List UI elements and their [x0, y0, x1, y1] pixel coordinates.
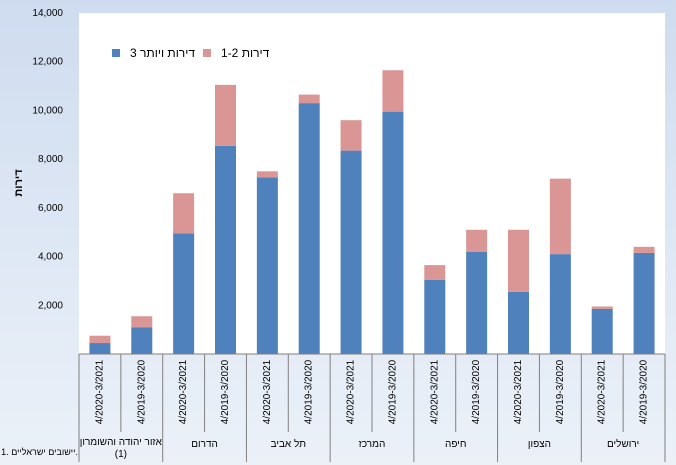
x-period-label: 4/2020-3/2021	[513, 359, 524, 424]
bar-segment-1-2	[549, 178, 571, 255]
bar-segment-1-2	[131, 316, 153, 328]
x-period-label: 4/2020-3/2021	[262, 359, 273, 424]
x-period-label: 4/2019-3/2020	[220, 359, 231, 424]
bar-segment-3plus	[549, 254, 571, 354]
y-tick-label: 6,000	[38, 203, 63, 214]
legend-swatch	[112, 49, 120, 57]
x-period-label: 4/2019-3/2020	[136, 359, 147, 424]
x-period-label: 4/2020-3/2021	[346, 359, 357, 424]
bar-segment-3plus	[633, 252, 655, 354]
bar-segment-3plus	[131, 327, 153, 354]
y-tick-label: 12,000	[32, 57, 63, 68]
bar-segment-1-2	[173, 193, 195, 234]
x-period-label: 4/2019-3/2020	[555, 359, 566, 424]
legend-swatch	[203, 49, 211, 57]
y-axis-label: דירות	[13, 169, 25, 197]
bar-segment-3plus	[591, 308, 613, 354]
bar-segment-1-2	[382, 70, 404, 112]
x-group-label: חיפה	[445, 439, 466, 450]
bar-segment-1-2	[89, 335, 111, 344]
x-group-label: הדרום	[191, 439, 218, 450]
bar-segment-3plus	[256, 177, 278, 354]
bar-segment-3plus	[508, 291, 529, 354]
bar-segment-3plus	[382, 111, 404, 355]
x-period-label: 4/2020-3/2021	[94, 359, 105, 424]
x-group-label: תל אביב	[271, 438, 307, 450]
bar-segment-1-2	[424, 265, 446, 280]
bar-segment-1-2	[256, 171, 278, 178]
x-period-label: 4/2019-3/2020	[639, 359, 650, 424]
bar-segment-1-2	[340, 120, 362, 151]
bar-segment-1-2	[633, 246, 655, 253]
x-group-label: (1)	[115, 449, 127, 460]
x-period-label: 4/2020-3/2021	[429, 359, 440, 424]
bar-segment-1-2	[591, 306, 613, 309]
bar-segment-1-2	[215, 84, 236, 146]
bar-segment-1-2	[466, 229, 488, 252]
y-tick-label: 4,000	[38, 252, 63, 263]
x-group-label: אזור יהודה והשומרון	[80, 437, 163, 448]
x-period-label: 4/2020-3/2021	[178, 359, 189, 424]
bar-segment-3plus	[298, 103, 320, 354]
y-tick-label: 8,000	[38, 154, 63, 165]
legend-label: 3 דירות ויותר	[130, 46, 195, 60]
bar-segment-3plus	[424, 279, 446, 354]
y-tick-label: 2,000	[38, 300, 63, 311]
bar-segment-3plus	[173, 233, 195, 354]
bar-segment-1-2	[508, 229, 529, 292]
x-period-label: 4/2019-3/2020	[304, 359, 315, 424]
bar-segment-3plus	[340, 150, 362, 354]
footnote: 1. יישובים ישראליים.	[1, 447, 78, 457]
plot-area	[79, 13, 665, 354]
bar-segment-3plus	[89, 343, 111, 354]
y-tick-label: 10,000	[32, 105, 63, 116]
x-group-label: המרכז	[359, 439, 386, 450]
legend-label: 1-2 דירות	[221, 46, 270, 60]
bar-segment-1-2	[298, 94, 320, 104]
x-period-label: 4/2019-3/2020	[471, 359, 482, 424]
x-period-label: 4/2020-3/2021	[597, 359, 608, 424]
x-group-label: ירושלים	[607, 438, 639, 450]
bar-segment-3plus	[466, 251, 488, 354]
x-group-label: הצפון	[528, 439, 551, 450]
bar-segment-3plus	[215, 145, 236, 354]
x-period-label: 4/2019-3/2020	[387, 359, 398, 424]
y-tick-label: 14,000	[32, 8, 63, 19]
